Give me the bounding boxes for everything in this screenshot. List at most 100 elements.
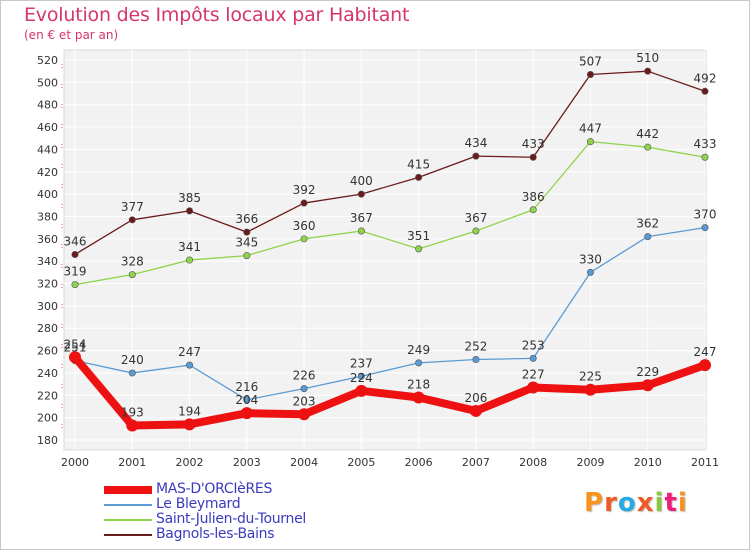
data-point xyxy=(472,356,480,364)
data-point xyxy=(586,71,594,79)
data-label: 319 xyxy=(64,265,87,279)
y-tick-label: 300 xyxy=(37,300,58,313)
y-tick-label: 280 xyxy=(37,322,58,335)
data-point xyxy=(644,143,652,151)
legend-swatch xyxy=(104,486,152,494)
y-tick-label: 240 xyxy=(37,367,58,380)
data-label: 227 xyxy=(522,367,545,381)
series-line-0 xyxy=(71,354,707,430)
data-point xyxy=(357,372,365,380)
x-tick-label: 2011 xyxy=(691,456,719,469)
data-point xyxy=(644,233,652,241)
data-label: 253 xyxy=(522,338,545,352)
y-tick-label: 200 xyxy=(37,412,58,425)
data-label: 507 xyxy=(579,55,602,69)
data-label: 351 xyxy=(407,229,430,243)
y-tick-label: 320 xyxy=(37,278,58,291)
data-point xyxy=(584,383,597,396)
data-point xyxy=(357,227,365,235)
y-tick-label: 420 xyxy=(37,166,58,179)
data-point xyxy=(472,152,480,160)
y-tick-label: 440 xyxy=(37,143,58,156)
data-point xyxy=(529,153,537,161)
legend-label: Saint-Julien-du-Tournel xyxy=(156,511,306,527)
y-tick-label: 180 xyxy=(37,434,58,447)
data-point xyxy=(469,404,482,417)
data-label: 434 xyxy=(464,136,487,150)
data-label: 194 xyxy=(178,404,201,418)
data-label: 433 xyxy=(694,137,717,151)
data-label: 415 xyxy=(407,157,430,171)
data-label: 370 xyxy=(694,208,717,222)
data-label: 216 xyxy=(235,380,258,394)
data-label: 206 xyxy=(464,391,487,405)
data-label: 433 xyxy=(522,137,545,151)
data-point xyxy=(186,256,194,264)
data-label: 218 xyxy=(407,378,430,392)
legend-swatch xyxy=(104,504,152,506)
data-point xyxy=(699,359,711,372)
chart-subtitle: (en € et par an) xyxy=(24,28,119,42)
data-point xyxy=(701,153,709,161)
y-tick-label: 260 xyxy=(37,345,58,358)
data-label: 237 xyxy=(350,356,373,370)
data-point xyxy=(701,224,709,232)
x-tick-label: 2002 xyxy=(176,456,204,469)
data-point xyxy=(641,379,654,392)
data-point xyxy=(415,359,423,367)
y-tick-label: 480 xyxy=(37,99,58,112)
data-point xyxy=(300,199,308,207)
data-point xyxy=(300,235,308,243)
data-point xyxy=(128,271,136,279)
data-label: 226 xyxy=(293,369,316,383)
data-label: 247 xyxy=(178,345,201,359)
data-label: 225 xyxy=(579,370,602,384)
x-tick-label: 2000 xyxy=(61,456,89,469)
x-tick-label: 2006 xyxy=(405,456,433,469)
legend-label: Bagnols-les-Bains xyxy=(156,526,275,542)
data-label: 345 xyxy=(235,236,258,250)
data-label: 240 xyxy=(121,353,144,367)
legend-label: MAS-D'ORCIèRES xyxy=(156,481,273,497)
data-label: 442 xyxy=(636,127,659,141)
data-point xyxy=(529,354,537,362)
data-point xyxy=(69,351,81,364)
data-label: 254 xyxy=(64,337,87,351)
data-point xyxy=(183,418,196,431)
data-point xyxy=(126,419,139,432)
legend-label: Le Bleymard xyxy=(156,496,241,512)
data-label: 367 xyxy=(350,211,373,225)
data-label: 203 xyxy=(293,394,316,408)
data-label: 377 xyxy=(121,200,144,214)
y-tick-label: 340 xyxy=(37,255,58,268)
data-label: 247 xyxy=(694,345,717,359)
chart-title: Evolution des Impôts locaux par Habitant xyxy=(24,4,410,26)
y-tick-label: 460 xyxy=(37,121,58,134)
data-point xyxy=(128,369,136,377)
data-label: 392 xyxy=(293,183,316,197)
proxiti-logo: Proxiti xyxy=(584,488,688,518)
data-point xyxy=(186,207,194,215)
data-point xyxy=(472,227,480,235)
x-tick-label: 2008 xyxy=(519,456,547,469)
data-label: 193 xyxy=(121,405,144,419)
y-tick-label: 220 xyxy=(37,389,58,402)
x-tick-label: 2009 xyxy=(576,456,604,469)
data-label: 330 xyxy=(579,252,602,266)
data-label: 249 xyxy=(407,343,430,357)
data-point xyxy=(357,190,365,198)
plot-area xyxy=(63,49,707,451)
data-point xyxy=(355,384,368,397)
data-label: 362 xyxy=(636,217,659,231)
data-point xyxy=(298,408,311,421)
data-point xyxy=(243,228,251,236)
series-line-3 xyxy=(74,70,706,256)
y-tick-label: 400 xyxy=(37,188,58,201)
data-point xyxy=(529,206,537,214)
data-point xyxy=(415,173,423,181)
data-label: 366 xyxy=(235,212,258,226)
series-line-1 xyxy=(74,227,706,401)
data-point xyxy=(243,396,251,404)
x-tick-label: 2004 xyxy=(290,456,318,469)
